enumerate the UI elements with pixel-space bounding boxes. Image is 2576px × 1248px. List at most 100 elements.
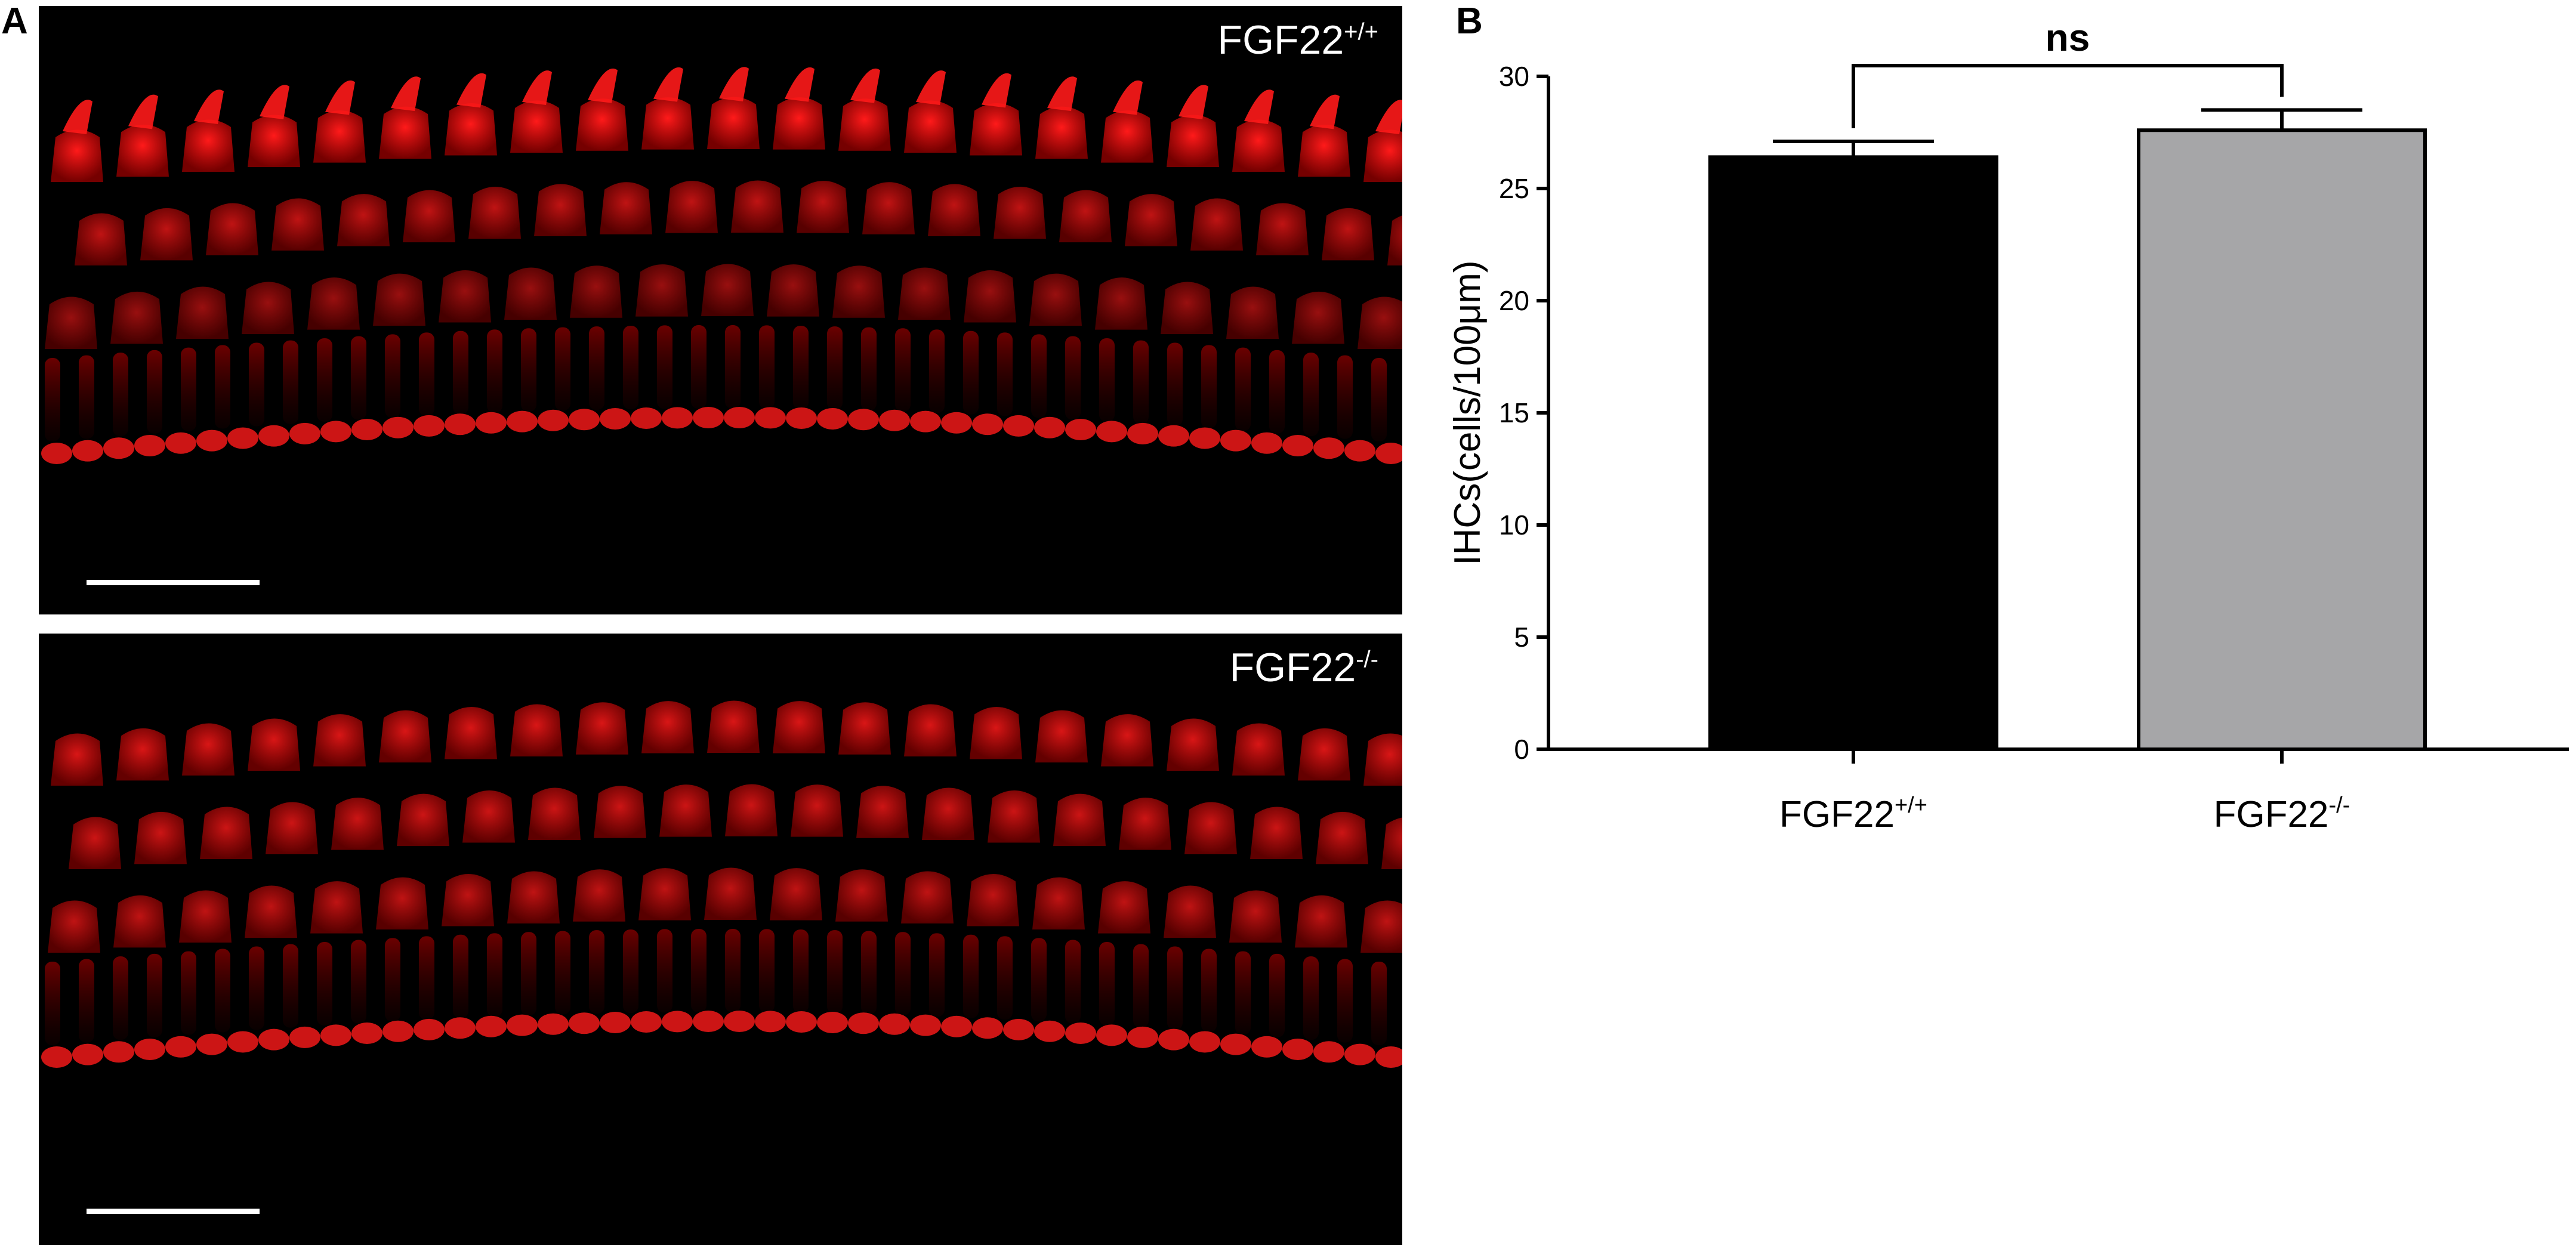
inner-hair-cell bbox=[1344, 1043, 1375, 1065]
pillar-cell bbox=[827, 930, 843, 1014]
hair-cell-image-wildtype bbox=[39, 6, 1402, 614]
stereocilia-bundle bbox=[850, 68, 880, 103]
inner-hair-cell bbox=[1344, 440, 1375, 462]
pillar-cell bbox=[215, 345, 230, 429]
inner-hair-cell bbox=[817, 1011, 848, 1033]
outer-hair-cell bbox=[206, 203, 258, 256]
inner-hair-cell bbox=[600, 1011, 631, 1033]
outer-hair-cell bbox=[1190, 198, 1243, 251]
inner-hair-cell bbox=[1065, 1022, 1096, 1044]
pillar-cell bbox=[1201, 949, 1217, 1033]
pillar-cell bbox=[1133, 944, 1149, 1028]
inner-hair-cell bbox=[1282, 1038, 1313, 1060]
outer-hair-cell bbox=[1035, 106, 1088, 159]
outer-hair-cell bbox=[659, 784, 712, 837]
inner-hair-cell bbox=[786, 407, 817, 429]
outer-hair-cell bbox=[767, 264, 819, 317]
pillar-cell bbox=[691, 325, 707, 409]
pillar-cell bbox=[827, 326, 843, 410]
inner-hair-cell bbox=[569, 1012, 600, 1034]
outer-hair-cell bbox=[248, 718, 300, 771]
inner-hair-cell bbox=[445, 1017, 476, 1039]
inner-hair-cell bbox=[848, 1012, 879, 1034]
outer-hair-cell bbox=[641, 701, 694, 753]
inner-hair-cell bbox=[134, 1038, 165, 1060]
panel-b-letter: B bbox=[1456, 1, 1483, 42]
outer-hair-cell bbox=[310, 881, 363, 934]
inner-hair-cell bbox=[476, 1015, 507, 1037]
outer-hair-cell bbox=[773, 97, 825, 150]
inner-hair-cell bbox=[382, 1020, 414, 1042]
y-tick-label: 10 bbox=[1499, 509, 1529, 540]
inner-hair-cell bbox=[972, 1017, 1003, 1039]
inner-hair-cell bbox=[569, 409, 600, 431]
pillar-cell bbox=[555, 931, 570, 1015]
inner-hair-cell bbox=[1003, 415, 1034, 437]
inner-hair-cell bbox=[289, 422, 320, 444]
pillar-cell bbox=[1303, 353, 1319, 437]
bar-chart: 0 5 10 15 20 25 30 IHCs(cells/100μm) FGF22+/+ FGF… bbox=[1447, 16, 2569, 835]
outer-hair-cell bbox=[1101, 110, 1153, 163]
outer-hair-cell bbox=[51, 129, 103, 182]
outer-hair-cell bbox=[573, 869, 625, 922]
inner-hair-cell bbox=[289, 1026, 320, 1048]
outer-hair-cell bbox=[307, 277, 360, 330]
inner-hair-cell bbox=[258, 1028, 289, 1051]
outer-hair-cell bbox=[528, 787, 581, 840]
pillar-cell bbox=[759, 325, 775, 409]
outer-hair-cell bbox=[1164, 885, 1216, 938]
outer-hair-cell bbox=[665, 181, 718, 233]
scale-bar bbox=[87, 580, 260, 585]
pillar-cell bbox=[725, 325, 741, 409]
inner-hair-cell bbox=[41, 443, 72, 464]
y-tick-label: 25 bbox=[1499, 173, 1529, 204]
outer-hair-cell bbox=[576, 98, 628, 151]
outer-hair-cell bbox=[200, 807, 252, 860]
inner-hair-cell bbox=[1158, 425, 1189, 447]
inner-hair-cell bbox=[72, 1043, 103, 1065]
y-tick-label: 15 bbox=[1499, 397, 1529, 428]
outer-hair-cell bbox=[179, 890, 232, 943]
inner-hair-cell bbox=[1034, 1020, 1065, 1042]
pillar-cell bbox=[1031, 938, 1047, 1022]
pillar-cell bbox=[215, 949, 230, 1033]
stereocilia-bundle bbox=[325, 80, 355, 115]
inner-hair-cell bbox=[724, 1011, 755, 1033]
outer-hair-cell bbox=[1119, 798, 1171, 850]
outer-hair-cell bbox=[1256, 203, 1309, 256]
outer-hair-cell bbox=[182, 723, 235, 776]
outer-hair-cell bbox=[791, 784, 843, 837]
inner-hair-cell bbox=[538, 1013, 569, 1035]
outer-hair-cell bbox=[970, 707, 1022, 759]
genotype-base: FGF22 bbox=[1217, 17, 1344, 63]
inner-hair-cell bbox=[507, 1014, 538, 1036]
outer-hair-cell bbox=[904, 100, 957, 153]
outer-hair-cell bbox=[1161, 282, 1213, 335]
outer-hair-cell bbox=[1035, 710, 1088, 763]
inner-hair-cell bbox=[941, 1015, 972, 1037]
inner-hair-cell bbox=[351, 1022, 382, 1044]
inner-hair-cell bbox=[600, 407, 631, 430]
pillar-cell bbox=[1269, 350, 1285, 434]
pillar-cell bbox=[1031, 334, 1047, 418]
outer-hair-cell bbox=[838, 98, 891, 151]
outer-hair-cell bbox=[964, 270, 1016, 323]
y-axis-title: IHCs(cells/100μm) bbox=[1447, 260, 1488, 565]
inner-hair-cell bbox=[445, 413, 476, 435]
pillar-cell bbox=[657, 929, 672, 1013]
outer-hair-cell bbox=[797, 181, 849, 233]
pillar-cell bbox=[963, 934, 979, 1018]
outer-hair-cell bbox=[1232, 119, 1285, 172]
pillar-cell bbox=[759, 929, 775, 1013]
pillar-cell bbox=[453, 934, 468, 1018]
pillar-cell bbox=[385, 938, 400, 1022]
stereocilia-bundle bbox=[1047, 76, 1077, 112]
pillar-cell bbox=[317, 941, 332, 1025]
pillar-cell bbox=[657, 325, 672, 409]
pillar-cell bbox=[929, 933, 945, 1017]
outer-hair-cell bbox=[731, 180, 783, 233]
outer-hair-cell bbox=[1387, 215, 1402, 265]
pillar-cell bbox=[113, 956, 128, 1040]
outer-hair-cell bbox=[468, 187, 521, 239]
inner-hair-cell bbox=[724, 407, 755, 429]
